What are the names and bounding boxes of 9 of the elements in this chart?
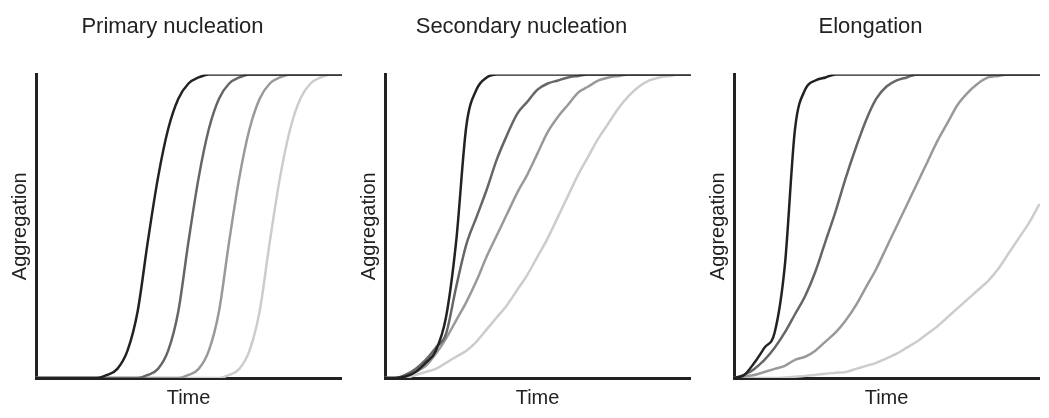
y-axis-title: Aggregation	[7, 172, 30, 281]
y-axis-title: Aggregation	[356, 172, 379, 281]
chart-title: Elongation	[818, 13, 923, 39]
chart-title: Primary nucleation	[81, 13, 264, 39]
x-axis-title: Time	[166, 385, 211, 408]
chart-title: Secondary nucleation	[415, 13, 628, 39]
x-axis-title: Time	[515, 385, 560, 408]
y-axis-title: Aggregation	[705, 172, 728, 281]
x-axis-title: Time	[864, 385, 909, 408]
